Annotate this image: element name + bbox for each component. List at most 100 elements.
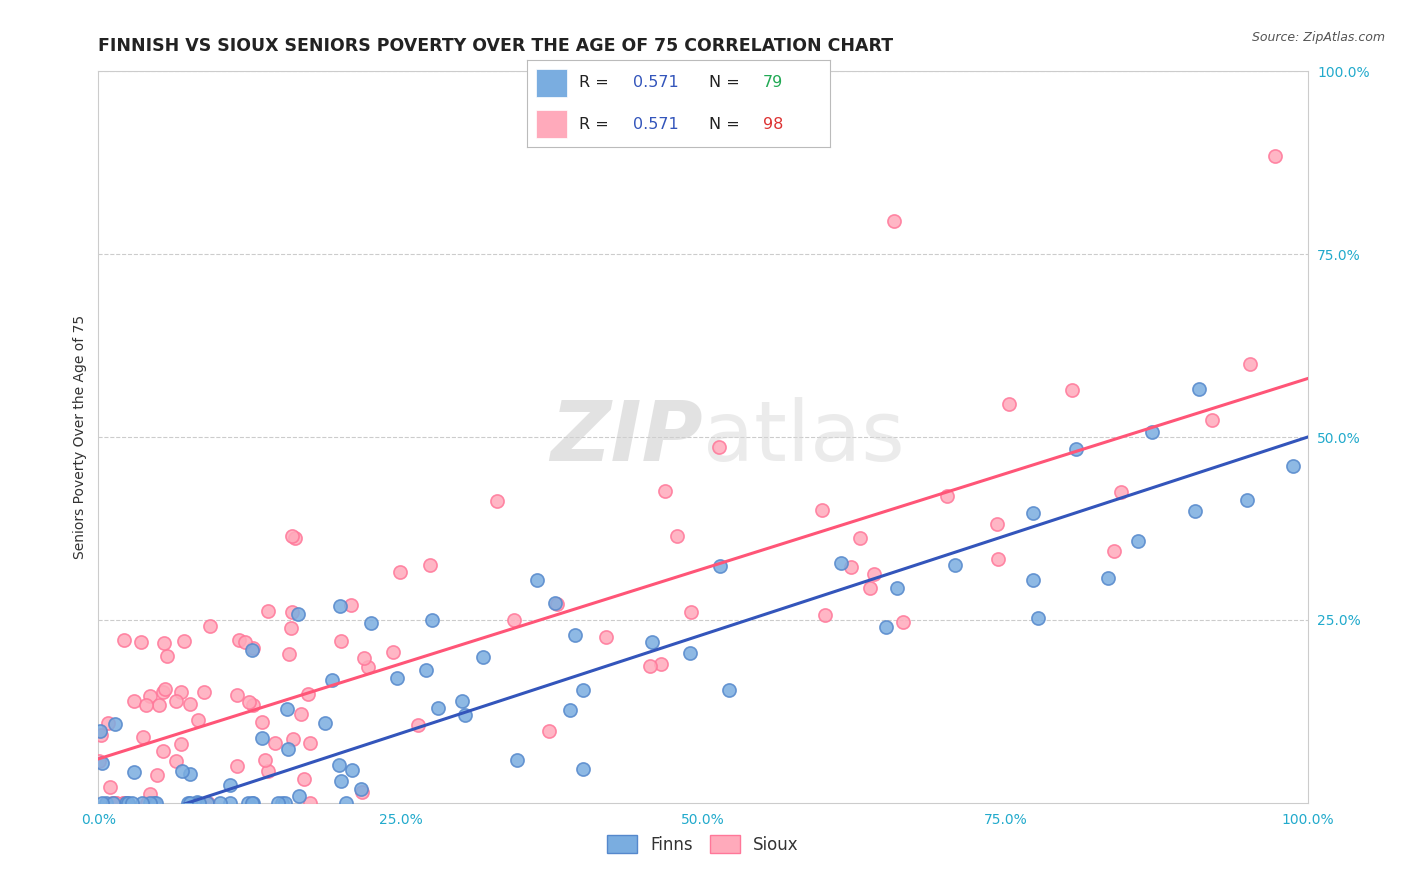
Point: [284, 531, 307, 545]
Point: [340, 598, 363, 612]
Point: [350, 785, 373, 799]
Point: [321, 673, 343, 687]
Point: [280, 621, 302, 635]
Point: [176, 796, 198, 810]
Text: FINNISH VS SIOUX SENIORS POVERTY OVER THE AGE OF 75 CORRELATION CHART: FINNISH VS SIOUX SENIORS POVERTY OVER TH…: [98, 37, 894, 54]
Point: [219, 778, 242, 792]
Point: [422, 613, 444, 627]
Point: [1282, 459, 1305, 474]
Point: [389, 565, 412, 579]
Point: [264, 736, 287, 750]
Point: [654, 483, 676, 498]
Point: [1201, 413, 1223, 427]
Point: [572, 762, 595, 776]
Point: [135, 796, 157, 810]
Point: [122, 694, 145, 708]
Point: [330, 634, 353, 648]
Point: [105, 796, 128, 810]
Text: 0.571: 0.571: [633, 117, 679, 131]
Point: [218, 796, 240, 810]
Point: [353, 651, 375, 665]
Point: [415, 664, 437, 678]
Point: [650, 657, 672, 671]
Point: [148, 698, 170, 712]
Point: [197, 796, 219, 810]
Point: [875, 620, 897, 634]
Text: 98: 98: [763, 117, 783, 131]
Point: [169, 685, 191, 699]
Text: atlas: atlas: [703, 397, 904, 477]
Point: [142, 796, 165, 810]
Point: [112, 796, 135, 810]
Point: [299, 796, 322, 810]
Point: [87, 754, 110, 768]
Point: [153, 635, 176, 649]
Point: [1097, 571, 1119, 585]
Point: [209, 796, 232, 810]
Point: [91, 756, 114, 771]
Point: [145, 768, 167, 782]
Point: [385, 671, 408, 685]
Point: [502, 613, 524, 627]
Point: [156, 649, 179, 664]
Point: [104, 717, 127, 731]
Point: [238, 695, 260, 709]
Point: [1264, 149, 1286, 163]
Point: [142, 796, 165, 810]
Point: [863, 567, 886, 582]
Point: [91, 796, 114, 810]
Point: [998, 396, 1021, 410]
Point: [101, 796, 124, 810]
Point: [1239, 357, 1261, 371]
Point: [187, 713, 209, 727]
Point: [142, 796, 165, 810]
Point: [131, 796, 153, 810]
Point: [90, 728, 112, 742]
Point: [943, 558, 966, 573]
Point: [97, 715, 120, 730]
Point: [1060, 384, 1083, 398]
Point: [1187, 382, 1209, 396]
Point: [1022, 573, 1045, 587]
Point: [132, 730, 155, 744]
Text: N =: N =: [709, 76, 745, 90]
Point: [814, 608, 837, 623]
Point: [188, 796, 211, 810]
Point: [139, 787, 162, 801]
Point: [1026, 611, 1049, 625]
Point: [186, 796, 208, 810]
Point: [986, 517, 1008, 532]
Point: [560, 703, 582, 717]
Point: [891, 615, 914, 629]
Point: [253, 753, 276, 767]
Text: R =: R =: [579, 76, 613, 90]
Point: [112, 796, 135, 810]
Point: [572, 682, 595, 697]
Point: [328, 599, 350, 613]
Point: [292, 772, 315, 786]
Point: [98, 780, 121, 794]
Point: [165, 754, 187, 768]
Point: [139, 796, 162, 810]
Point: [240, 796, 263, 810]
Point: [709, 440, 731, 454]
Point: [526, 574, 548, 588]
Point: [297, 687, 319, 701]
FancyBboxPatch shape: [536, 69, 567, 97]
Point: [564, 628, 586, 642]
Point: [1022, 507, 1045, 521]
Point: [505, 753, 527, 767]
Point: [129, 635, 152, 649]
Point: [859, 581, 882, 595]
Point: [546, 597, 568, 611]
Point: [200, 619, 222, 633]
Point: [1111, 485, 1133, 500]
Point: [830, 556, 852, 570]
Point: [89, 724, 111, 739]
Point: [256, 764, 278, 779]
Point: [717, 683, 740, 698]
Point: [472, 650, 495, 665]
Point: [250, 714, 273, 729]
Point: [242, 698, 264, 712]
Point: [179, 767, 201, 781]
